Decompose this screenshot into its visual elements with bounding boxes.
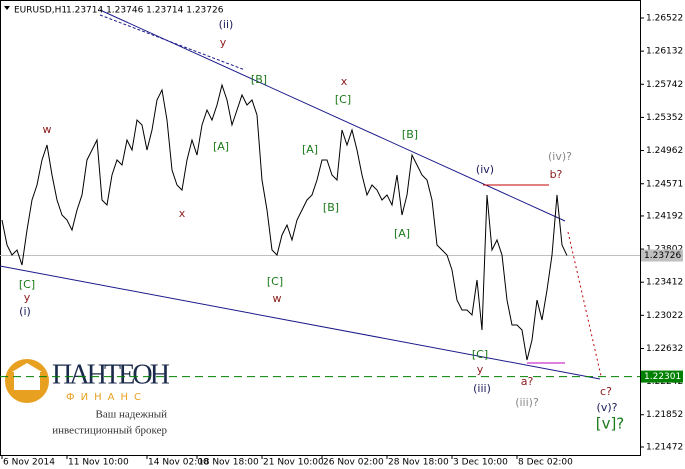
y-tick-label: 1.24571 — [646, 179, 683, 189]
wave-label: [B] — [402, 128, 418, 141]
chart-title: EURUSD,H1 — [14, 6, 67, 16]
wave-label: (ii) — [219, 18, 234, 31]
logo-text: Ваш надежный — [96, 409, 168, 421]
wave-label: w — [273, 292, 282, 305]
price-line — [1, 83, 568, 361]
wave-label: w — [43, 123, 52, 136]
logo-icon — [12, 363, 42, 372]
menu-icon[interactable] — [4, 6, 10, 10]
wave-label: b? — [550, 168, 563, 181]
y-tick-label: 1.24192 — [646, 211, 683, 221]
y-tick-label: 1.24962 — [646, 146, 683, 156]
y-tick-label: 1.25742 — [646, 80, 683, 90]
wave-label: [A] — [213, 140, 229, 153]
y-tick-label: 1.23022 — [646, 311, 683, 321]
logo-sub: ФИНАНС — [66, 392, 147, 403]
x-tick-label: 8 Dec 02:00 — [518, 458, 573, 468]
x-tick-label: 11 Nov 10:00 — [68, 458, 129, 468]
wave-label: (iv) — [476, 163, 494, 176]
wave-label: [A] — [302, 143, 318, 156]
logo-name: ПАНТЕОН — [52, 359, 170, 390]
logo-text: инвестиционный брокер — [52, 425, 167, 437]
x-tick-label: 26 Nov 02:00 — [323, 458, 384, 468]
wave-label: [B] — [251, 73, 267, 86]
wave-label: [C] — [472, 348, 488, 361]
x-tick-label: 28 Nov 18:00 — [388, 458, 449, 468]
wave-label: x — [341, 75, 348, 88]
x-tick-label: 6 Nov 2014 — [3, 458, 55, 468]
y-tick-label: 1.23412 — [646, 278, 683, 288]
wave-label: y — [24, 291, 31, 304]
x-tick-label: 14 Nov 02:00 — [148, 458, 209, 468]
price-label: 1.22301 — [644, 372, 681, 382]
y-tick-label: 1.21852 — [646, 410, 683, 420]
logo-icon — [14, 372, 40, 390]
wave-label: (v)? — [597, 401, 618, 414]
wave-label: [C] — [335, 93, 351, 106]
y-tick-label: 1.21472 — [646, 443, 683, 453]
price-label-bg — [641, 370, 683, 383]
wave-label: [A] — [394, 227, 410, 240]
y-tick-label: 1.26132 — [646, 47, 683, 57]
price-label: 1.23726 — [644, 251, 681, 261]
wave-label: [B] — [323, 201, 339, 214]
annotations: (ii) y [B] x [C] [B] w [A] [A] (iv) (iv)… — [19, 18, 624, 433]
wave-label: x — [179, 207, 186, 220]
wave-label: (iv)? — [548, 150, 572, 163]
wave-label: (i) — [19, 305, 31, 318]
wave-label: [C] — [267, 275, 283, 288]
wave-label: c? — [600, 385, 612, 398]
wave-label: a? — [521, 375, 534, 388]
wave-label: y — [220, 36, 227, 49]
wave-label: (iii) — [473, 382, 491, 395]
y-tick-label: 1.22632 — [646, 344, 683, 354]
plot-frame — [0, 0, 641, 456]
wave-label: [C] — [19, 278, 35, 291]
drawings — [0, 9, 602, 380]
wave-label: y — [477, 363, 484, 376]
y-tick-label: 1.26522 — [646, 14, 683, 24]
logo: ПАНТЕОН ФИНАНС Ваш надежный инвестиционн… — [5, 359, 170, 437]
wave-label: [v]? — [596, 415, 625, 433]
x-tick-label: 21 Nov 10:00 — [263, 458, 324, 468]
wave-label: (iii)? — [515, 396, 539, 409]
y-tick-label: 1.25352 — [646, 113, 683, 123]
x-tick-label: 18 Nov 18:00 — [198, 458, 259, 468]
ohlc: 1.23714 1.23746 1.23714 1.23726 — [66, 6, 224, 16]
price-label-bg — [641, 249, 683, 262]
x-tick-label: 3 Dec 10:00 — [453, 458, 508, 468]
